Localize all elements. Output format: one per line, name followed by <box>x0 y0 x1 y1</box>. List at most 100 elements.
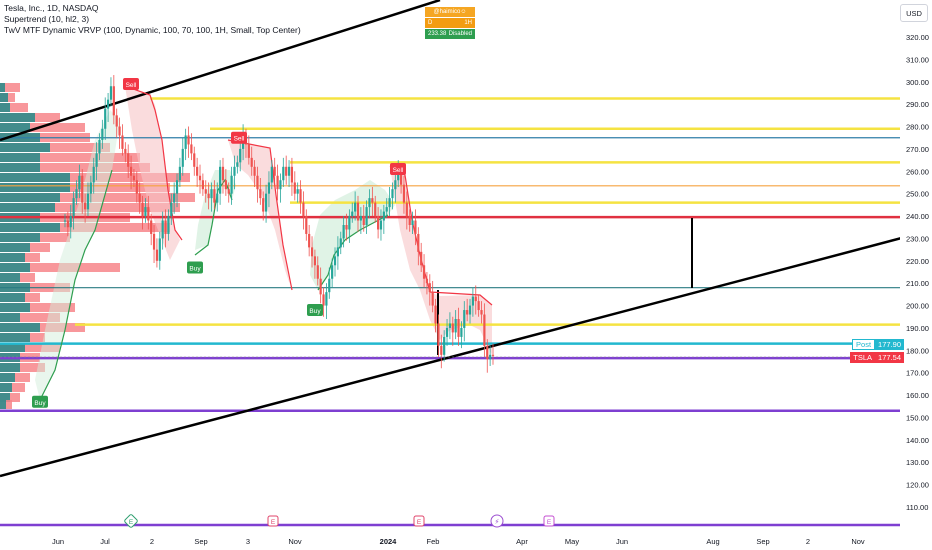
candle-body <box>106 99 110 109</box>
candle-body <box>489 354 492 360</box>
candle-body <box>379 220 383 230</box>
y-tick-label: 300.00 <box>906 78 929 87</box>
price-axis[interactable]: 110.00 120.00 130.00 140.00 150.00 160.00 170.… <box>906 33 929 512</box>
candle-body <box>460 327 463 337</box>
lower-trendline <box>0 228 932 478</box>
candle-body <box>132 175 136 181</box>
candle-body <box>405 202 408 217</box>
candle-body <box>104 108 107 129</box>
y-tick-label: 190.00 <box>906 324 929 333</box>
y-tick-label: 270.00 <box>906 145 929 154</box>
candle-body <box>147 207 150 221</box>
candle-body <box>101 128 104 140</box>
candle-body <box>207 193 210 199</box>
candle-body <box>150 220 153 234</box>
volume-bar-up <box>0 153 40 162</box>
post-label: Post <box>852 339 876 350</box>
y-tick-label: 140.00 <box>906 436 929 445</box>
candle-body <box>230 175 233 194</box>
tf-left: D <box>428 20 433 26</box>
volume-bar-up <box>0 113 35 122</box>
candle-body <box>310 247 314 257</box>
symbol-title[interactable]: Tesla, Inc., 1D, NASDAQ <box>4 3 99 13</box>
currency-button[interactable]: USD <box>900 4 928 22</box>
candle-body <box>411 220 414 225</box>
candle-body <box>135 180 138 194</box>
candle-body <box>112 86 115 116</box>
candle-body <box>224 180 227 190</box>
volume-bar-up <box>0 173 70 182</box>
candle-body <box>187 135 190 145</box>
y-tick-label: 150.00 <box>906 413 929 422</box>
candle-body <box>270 166 273 183</box>
volume-bar-up <box>0 93 8 102</box>
volume-bar-up <box>0 253 25 262</box>
time-axis[interactable]: Jun Jul 2 Sep 3 Nov 2024 Feb Apr May Jun Aug Sep 2 Nov <box>52 537 865 546</box>
candle-body <box>339 238 342 248</box>
candle-body <box>198 175 202 181</box>
chart-legend: Tesla, Inc., 1D, NASDAQ Supertrend (10, … <box>4 3 301 36</box>
y-tick-label: 110.00 <box>906 503 928 512</box>
candle-body <box>308 233 311 248</box>
candle-body <box>417 233 420 252</box>
y-tick-label: 130.00 <box>906 458 929 467</box>
volume-bar-up <box>0 383 12 392</box>
signal-text: Buy <box>189 266 201 273</box>
volume-bar-up <box>0 203 55 212</box>
candle-body <box>437 323 440 346</box>
y-tick-label: 230.00 <box>906 234 929 243</box>
candle-body <box>227 189 230 194</box>
volume-bar-up <box>0 243 30 252</box>
candle-body <box>448 323 452 328</box>
candle-body <box>233 166 236 176</box>
volume-bar-up <box>0 323 40 332</box>
price-axis-bg[interactable] <box>900 0 932 550</box>
y-tick-label: 320.00 <box>906 33 929 42</box>
volume-bar-up <box>0 393 10 402</box>
y-tick-label: 160.00 <box>906 391 929 400</box>
candle-body <box>365 207 368 225</box>
svg-text:E: E <box>417 519 422 526</box>
candle-body <box>262 198 265 212</box>
candle-body <box>290 166 294 183</box>
volume-bar-up <box>0 143 50 152</box>
candle-body <box>471 296 474 306</box>
x-tick-label: Jul <box>100 537 110 546</box>
candle-body <box>328 278 331 293</box>
candle-body <box>313 256 317 266</box>
candle-body <box>127 153 130 167</box>
candle-body <box>264 193 268 212</box>
signal-text: Buy <box>309 308 321 315</box>
x-tick-label: 2 <box>806 537 810 546</box>
username-row: @haimico ☺ <box>425 7 475 17</box>
signal-text: Buy <box>34 400 46 407</box>
volume-bar-up <box>0 123 30 132</box>
candle-body <box>463 310 466 328</box>
post-value: 177.90 <box>875 339 904 350</box>
horizontal-levels <box>0 97 900 413</box>
vrvp-legend[interactable]: TwV MTF Dynamic VRVP (100, Dynamic, 100,… <box>4 25 301 35</box>
candle-body <box>95 153 98 167</box>
volume-bar-down <box>0 153 140 162</box>
candle-body <box>391 189 394 199</box>
volume-bar-up <box>0 183 70 192</box>
candle-body <box>201 180 204 190</box>
event-markers[interactable]: E E E ⚡ E <box>124 514 555 528</box>
sell-signal: Sell <box>390 163 406 176</box>
y-tick-label: 180.00 <box>906 346 929 355</box>
candle-body <box>420 251 423 266</box>
candle-body <box>239 148 242 163</box>
candle-body <box>362 216 365 225</box>
candle-body <box>474 296 477 302</box>
username-text: @haimico <box>433 9 461 15</box>
y-tick-label: 210.00 <box>906 279 929 288</box>
candle-body <box>219 166 222 194</box>
candle-body <box>319 278 322 295</box>
supertrend-legend[interactable]: Supertrend (10, hl2, 3) <box>4 14 90 24</box>
candle-body <box>491 354 495 356</box>
volume-bar-down <box>0 323 85 332</box>
tsla-value: 177.54 <box>875 352 904 363</box>
candle-body <box>457 319 460 337</box>
